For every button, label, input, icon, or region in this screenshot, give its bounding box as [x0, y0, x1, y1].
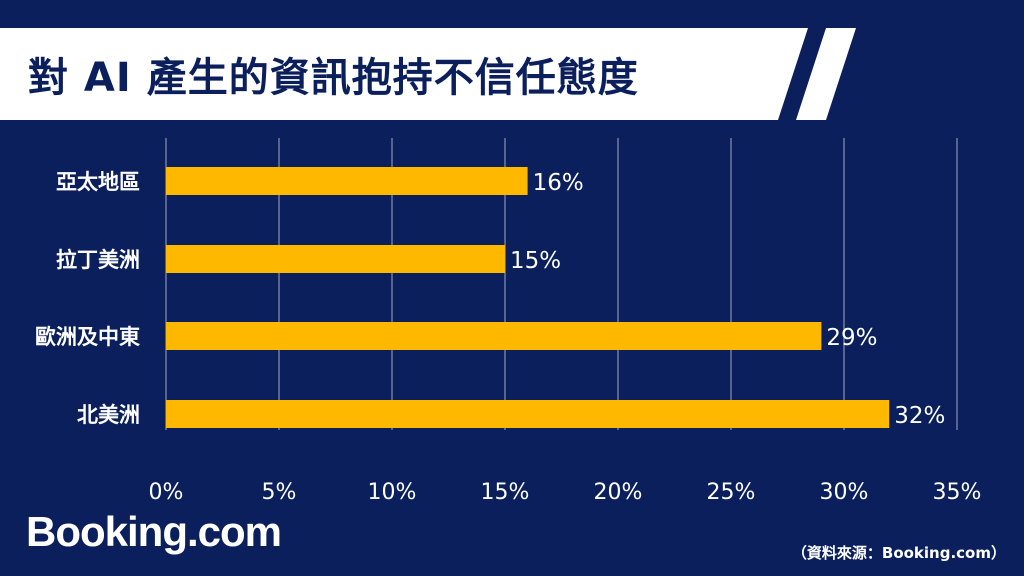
x-tick-label: 5%: [262, 480, 297, 505]
title-banner-shape: [0, 28, 856, 120]
x-tick-label: 15%: [481, 480, 530, 505]
bar: [166, 167, 528, 195]
data-label: 32%: [894, 403, 945, 429]
bar-chart: 0% 5% 10% 15% 20% 25% 30% 35% 亞太地區 16% 拉丁美洲 15% 歐洲及中…: [35, 138, 982, 505]
category-label: 歐洲及中東: [35, 325, 140, 349]
chart-title: 對 AI 產生的資訊抱持不信任態度: [28, 55, 639, 101]
bar: [166, 400, 890, 428]
data-label: 16%: [533, 170, 584, 196]
bar: [166, 245, 505, 273]
data-label: 15%: [510, 248, 561, 274]
data-label: 29%: [826, 325, 877, 351]
category-label: 亞太地區: [56, 170, 140, 194]
category-label: 北美洲: [77, 403, 140, 427]
x-tick-label: 0%: [149, 480, 184, 505]
booking-logo: Booking.com: [26, 508, 282, 555]
x-tick-label: 25%: [707, 480, 756, 505]
x-tick-label: 10%: [368, 480, 417, 505]
title-banner: 對 AI 產生的資訊抱持不信任態度: [0, 28, 880, 120]
x-tick-label: 20%: [594, 480, 643, 505]
bar: [166, 322, 822, 350]
source-note: （資料來源：Booking.com）: [791, 544, 1006, 562]
x-tick-label: 35%: [933, 480, 982, 505]
category-label: 拉丁美洲: [56, 248, 140, 272]
x-tick-label: 30%: [820, 480, 869, 505]
